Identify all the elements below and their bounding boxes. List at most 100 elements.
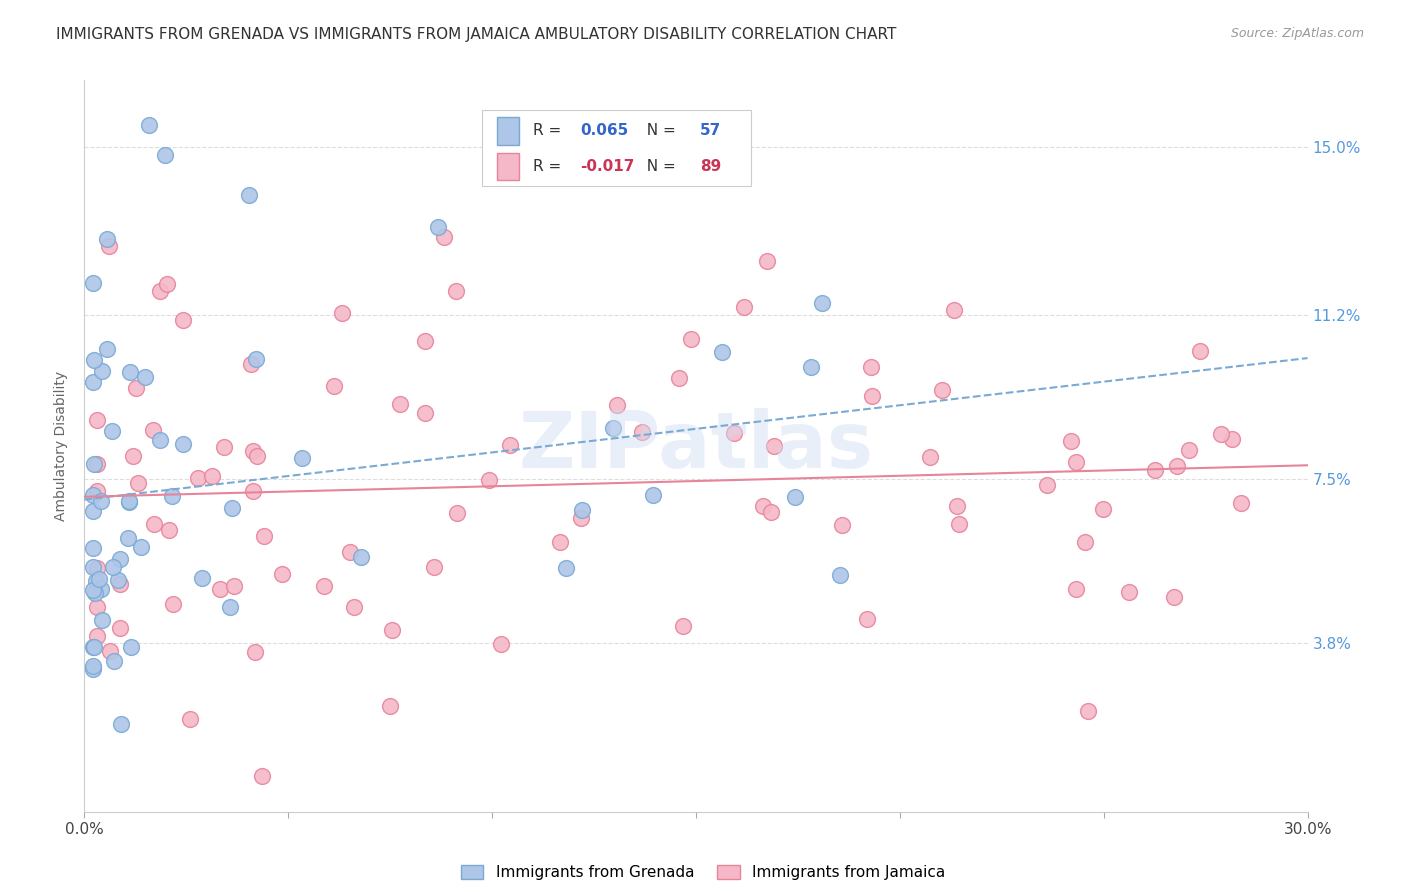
- Point: [83, 352, 105, 367]
- Point: [90, 582, 112, 596]
- Point: [162, 597, 184, 611]
- Point: [343, 600, 366, 615]
- Point: [602, 421, 624, 435]
- Point: [240, 357, 263, 371]
- Point: [120, 365, 142, 379]
- Text: 89: 89: [700, 159, 721, 174]
- Point: [84, 574, 107, 589]
- Point: [98, 644, 121, 658]
- Point: [1074, 534, 1097, 549]
- Point: [90, 494, 112, 508]
- Point: [172, 437, 194, 451]
- Point: [1060, 434, 1083, 448]
- Point: [1177, 442, 1199, 457]
- Point: [91, 614, 114, 628]
- Text: 0.065: 0.065: [579, 123, 628, 138]
- Point: [271, 567, 294, 582]
- Point: [121, 450, 143, 464]
- Text: R =: R =: [533, 159, 567, 174]
- Point: [855, 612, 877, 626]
- Point: [672, 619, 695, 633]
- Point: [82, 541, 104, 555]
- Point: [138, 118, 160, 132]
- Point: [96, 232, 118, 246]
- Point: [759, 506, 782, 520]
- Point: [489, 637, 512, 651]
- Point: [931, 383, 953, 397]
- Point: [83, 457, 105, 471]
- Point: [120, 640, 142, 655]
- Point: [83, 640, 105, 655]
- Point: [110, 717, 132, 731]
- Point: [800, 359, 823, 374]
- Point: [86, 629, 108, 643]
- Point: [134, 370, 156, 384]
- Point: [86, 484, 108, 499]
- Point: [87, 572, 110, 586]
- Point: [155, 148, 177, 162]
- Point: [221, 500, 243, 515]
- Point: [641, 488, 664, 502]
- Point: [172, 313, 194, 327]
- Point: [82, 504, 104, 518]
- Point: [433, 230, 456, 244]
- Point: [831, 518, 853, 533]
- Point: [1163, 591, 1185, 605]
- Point: [554, 561, 576, 575]
- Point: [446, 506, 468, 520]
- Point: [1092, 501, 1115, 516]
- Point: [859, 359, 882, 374]
- Point: [82, 640, 104, 655]
- Point: [127, 475, 149, 490]
- Point: [1144, 463, 1167, 477]
- Point: [253, 529, 276, 543]
- Text: 57: 57: [700, 123, 721, 138]
- Point: [413, 334, 436, 349]
- Point: [1166, 459, 1188, 474]
- Point: [142, 517, 165, 532]
- Point: [860, 389, 883, 403]
- Point: [84, 585, 107, 599]
- Point: [569, 511, 592, 525]
- Point: [330, 305, 353, 319]
- Point: [1209, 427, 1232, 442]
- Point: [1036, 478, 1059, 492]
- Point: [571, 503, 593, 517]
- Point: [427, 220, 450, 235]
- Bar: [496, 117, 519, 145]
- Point: [1064, 455, 1087, 469]
- Point: [811, 295, 834, 310]
- Point: [948, 517, 970, 532]
- Text: Source: ZipAtlas.com: Source: ZipAtlas.com: [1230, 27, 1364, 40]
- Point: [117, 531, 139, 545]
- Point: [380, 698, 402, 713]
- Point: [733, 301, 755, 315]
- Point: [82, 658, 104, 673]
- Bar: [496, 153, 519, 180]
- Point: [499, 438, 522, 452]
- Point: [1064, 582, 1087, 597]
- Point: [214, 440, 236, 454]
- Point: [208, 582, 231, 596]
- Text: N =: N =: [637, 159, 681, 174]
- Point: [91, 364, 114, 378]
- Point: [751, 500, 773, 514]
- Point: [101, 559, 124, 574]
- Point: [82, 488, 104, 502]
- Point: [290, 450, 312, 465]
- Point: [1077, 704, 1099, 718]
- Point: [550, 535, 572, 549]
- Point: [918, 450, 941, 465]
- Point: [187, 471, 209, 485]
- Point: [668, 370, 690, 384]
- Point: [242, 444, 264, 458]
- Point: [118, 494, 141, 508]
- Point: [110, 622, 132, 636]
- Point: [679, 332, 702, 346]
- Point: [86, 412, 108, 426]
- FancyBboxPatch shape: [482, 110, 751, 186]
- Point: [160, 489, 183, 503]
- Point: [381, 623, 404, 637]
- Point: [82, 582, 104, 597]
- Point: [103, 654, 125, 668]
